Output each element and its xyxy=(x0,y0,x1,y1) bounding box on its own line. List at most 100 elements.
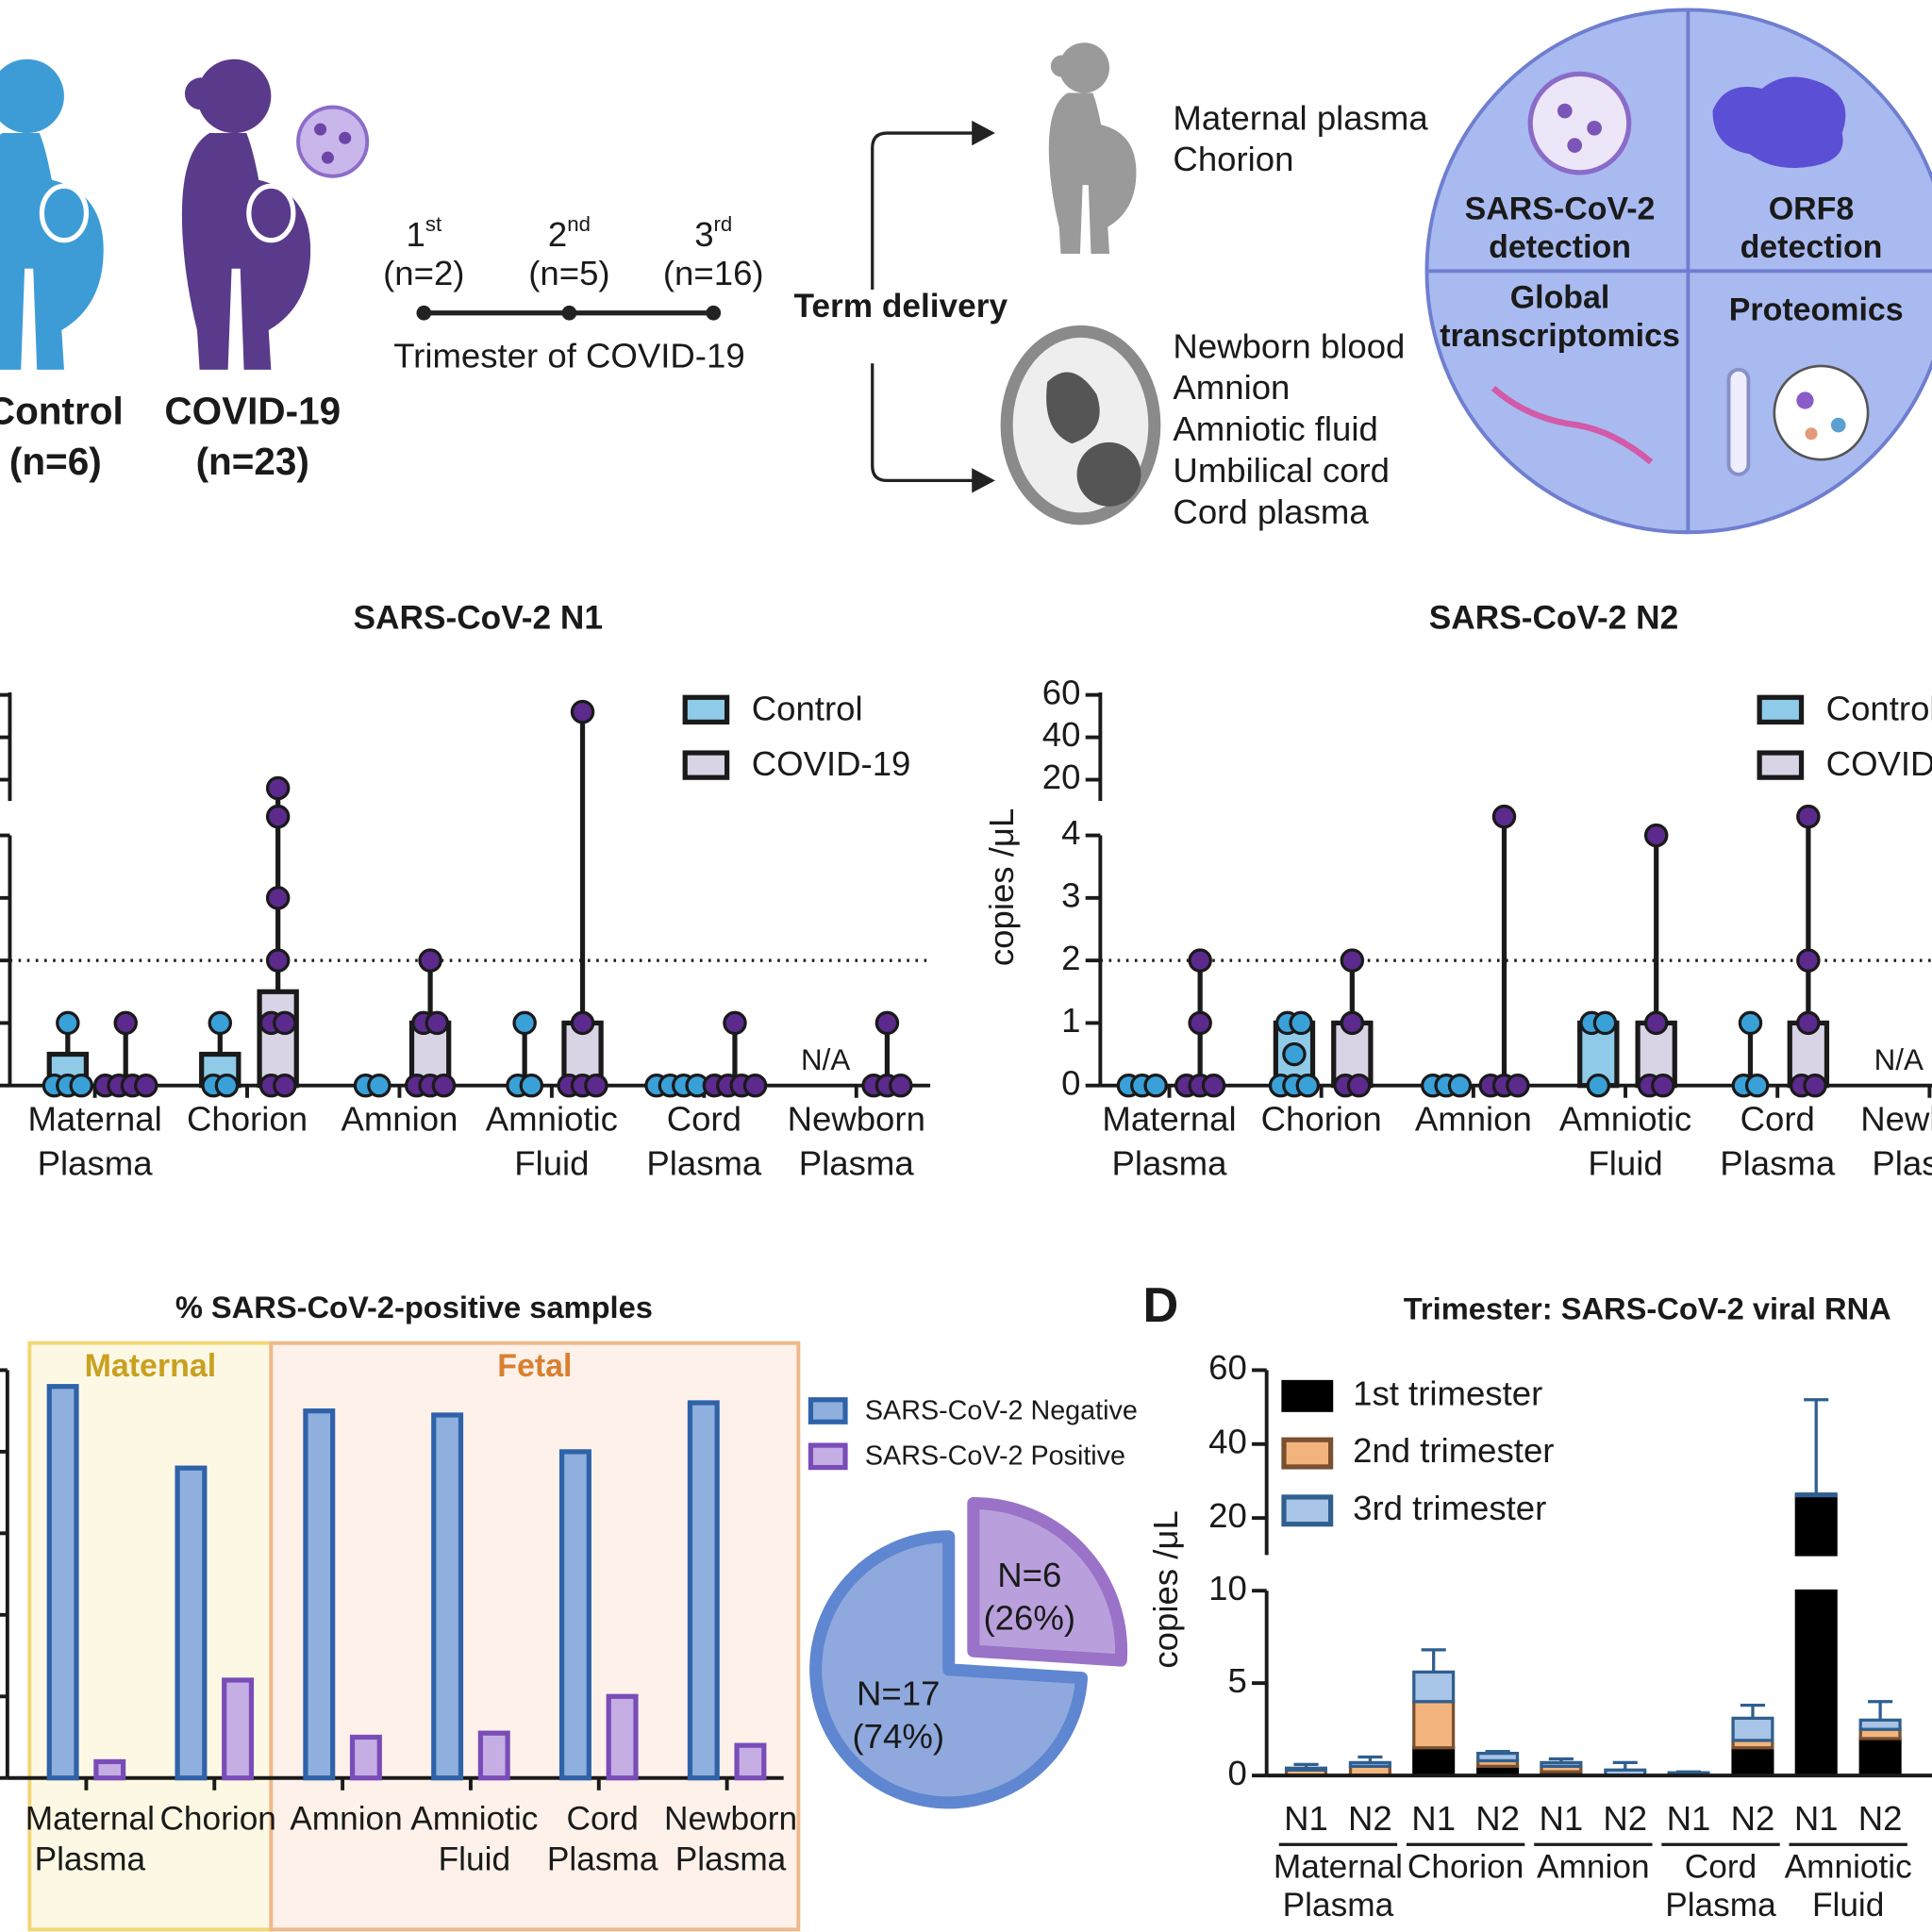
head xyxy=(0,58,64,134)
group-label: Maternal xyxy=(85,1348,217,1384)
head xyxy=(1058,42,1110,93)
text-line: Plasma xyxy=(547,1841,658,1878)
data-point xyxy=(214,1073,240,1098)
bun xyxy=(0,78,10,108)
fetus-head xyxy=(1076,441,1141,507)
body xyxy=(181,133,311,370)
timeline-label: Trimester of COVID-19 xyxy=(393,337,744,375)
bar xyxy=(558,1449,591,1781)
text-line: Fluid xyxy=(1588,1143,1662,1182)
x-tick-label: Cord Plasma xyxy=(1720,1099,1836,1182)
arrow-head xyxy=(972,120,995,146)
data-point xyxy=(584,1073,608,1098)
data-point xyxy=(273,1010,297,1036)
protein-icon xyxy=(1712,76,1846,168)
y-tick-label: 5 xyxy=(1227,1661,1246,1700)
arrow xyxy=(871,131,980,290)
bar-segment xyxy=(1794,1493,1838,1777)
pie-count-label: N=17 xyxy=(857,1674,940,1712)
bar-segment xyxy=(1731,1716,1774,1742)
text-line: Chorion xyxy=(1407,1849,1524,1886)
axis-break xyxy=(1269,1556,1932,1590)
analysis-label: detection xyxy=(1489,229,1631,265)
legend-label: 2nd trimester xyxy=(1353,1431,1554,1470)
data-point xyxy=(1796,948,1821,973)
rna-icon xyxy=(1491,385,1654,465)
data-point xyxy=(1340,1010,1365,1036)
x-tick-label: N2 xyxy=(1731,1799,1775,1838)
legend-swatch xyxy=(682,750,730,780)
data-point xyxy=(570,1010,595,1036)
text-line: Amniotic xyxy=(486,1099,618,1138)
y-tick-label: 0 xyxy=(1061,1063,1080,1102)
data-point xyxy=(134,1073,158,1098)
group-name: COVID-19 xyxy=(164,390,341,433)
timeline-dot xyxy=(706,305,722,321)
sample-label: Chorion xyxy=(1173,140,1293,178)
analysis-circle xyxy=(1424,8,1932,535)
proteome-dot xyxy=(1805,427,1818,441)
bar xyxy=(93,1758,126,1781)
bar xyxy=(477,1730,510,1781)
x-tick-label: N2 xyxy=(1603,1799,1647,1838)
timeline xyxy=(416,305,722,321)
text-line: Cord xyxy=(1685,1849,1757,1886)
y-axis-label: copies /μL xyxy=(1146,1510,1185,1668)
legend-label: SARS-CoV-2 Positive xyxy=(865,1441,1125,1472)
text-line: Amniotic xyxy=(410,1801,538,1838)
data-point xyxy=(1506,1073,1530,1098)
data-point xyxy=(265,775,291,801)
data-point xyxy=(1796,804,1821,829)
group-label: Amnion xyxy=(1537,1849,1650,1886)
proteome-dot xyxy=(1796,391,1814,409)
x-tick-label: Cord Plasma xyxy=(646,1099,762,1182)
virus-spot xyxy=(339,131,352,144)
missing-label: N/A xyxy=(1874,1043,1924,1076)
text-line: Maternal xyxy=(1274,1849,1403,1886)
x-tick-label: N2 xyxy=(1348,1799,1392,1838)
text-line: Plasma xyxy=(1665,1887,1776,1924)
group-n: (n=6) xyxy=(9,440,102,483)
data-point xyxy=(367,1073,391,1098)
data-point xyxy=(265,948,291,973)
pie-value-label: (26%) xyxy=(983,1599,1075,1638)
chart-title: % SARS-CoV-2-positive samples xyxy=(175,1290,653,1324)
data-point xyxy=(874,1010,900,1036)
data-point xyxy=(742,1073,768,1098)
data-point xyxy=(889,1073,913,1098)
text-line: Plasma xyxy=(799,1143,915,1182)
text-line: Plasma xyxy=(675,1841,787,1878)
legend-label: Control xyxy=(1826,689,1932,727)
bar-segment xyxy=(1412,1700,1456,1750)
analysis-label: detection xyxy=(1740,229,1883,265)
legend-swatch xyxy=(1757,750,1805,780)
y-tick-label: 40 xyxy=(1042,715,1081,754)
text-line: Amniotic xyxy=(1785,1849,1912,1886)
x-tick-label: Chorion xyxy=(159,1801,275,1838)
bar-segment xyxy=(1476,1751,1520,1763)
bar xyxy=(303,1408,336,1781)
text-line: Cord xyxy=(667,1099,741,1138)
bar-segment xyxy=(1858,1718,1902,1731)
pie-slice xyxy=(967,1496,1128,1667)
bar-segment xyxy=(1794,1492,1838,1498)
data-point xyxy=(1796,1010,1821,1036)
group-label: Maternal Plasma xyxy=(1274,1849,1403,1924)
data-point xyxy=(1744,1073,1770,1098)
virus-spot xyxy=(321,151,334,164)
y-tick-label: 1 xyxy=(1061,1001,1080,1040)
text-line: Maternal xyxy=(25,1801,155,1838)
x-tick-label: Maternal Plasma xyxy=(27,1099,161,1182)
data-point xyxy=(1592,1010,1618,1036)
text-line: Maternal xyxy=(1102,1099,1236,1138)
data-point xyxy=(265,804,291,829)
virus-spot xyxy=(1587,121,1602,136)
x-tick-label: Newborn Plasma xyxy=(1860,1099,1932,1182)
bar-segment xyxy=(1412,1670,1456,1704)
analysis-label: Global xyxy=(1510,279,1610,315)
bar-segment xyxy=(1540,1760,1583,1768)
text-line: Plasma xyxy=(35,1841,146,1878)
data-point xyxy=(512,1010,537,1036)
sample-label: Amnion xyxy=(1173,368,1290,407)
data-point xyxy=(1188,948,1212,973)
